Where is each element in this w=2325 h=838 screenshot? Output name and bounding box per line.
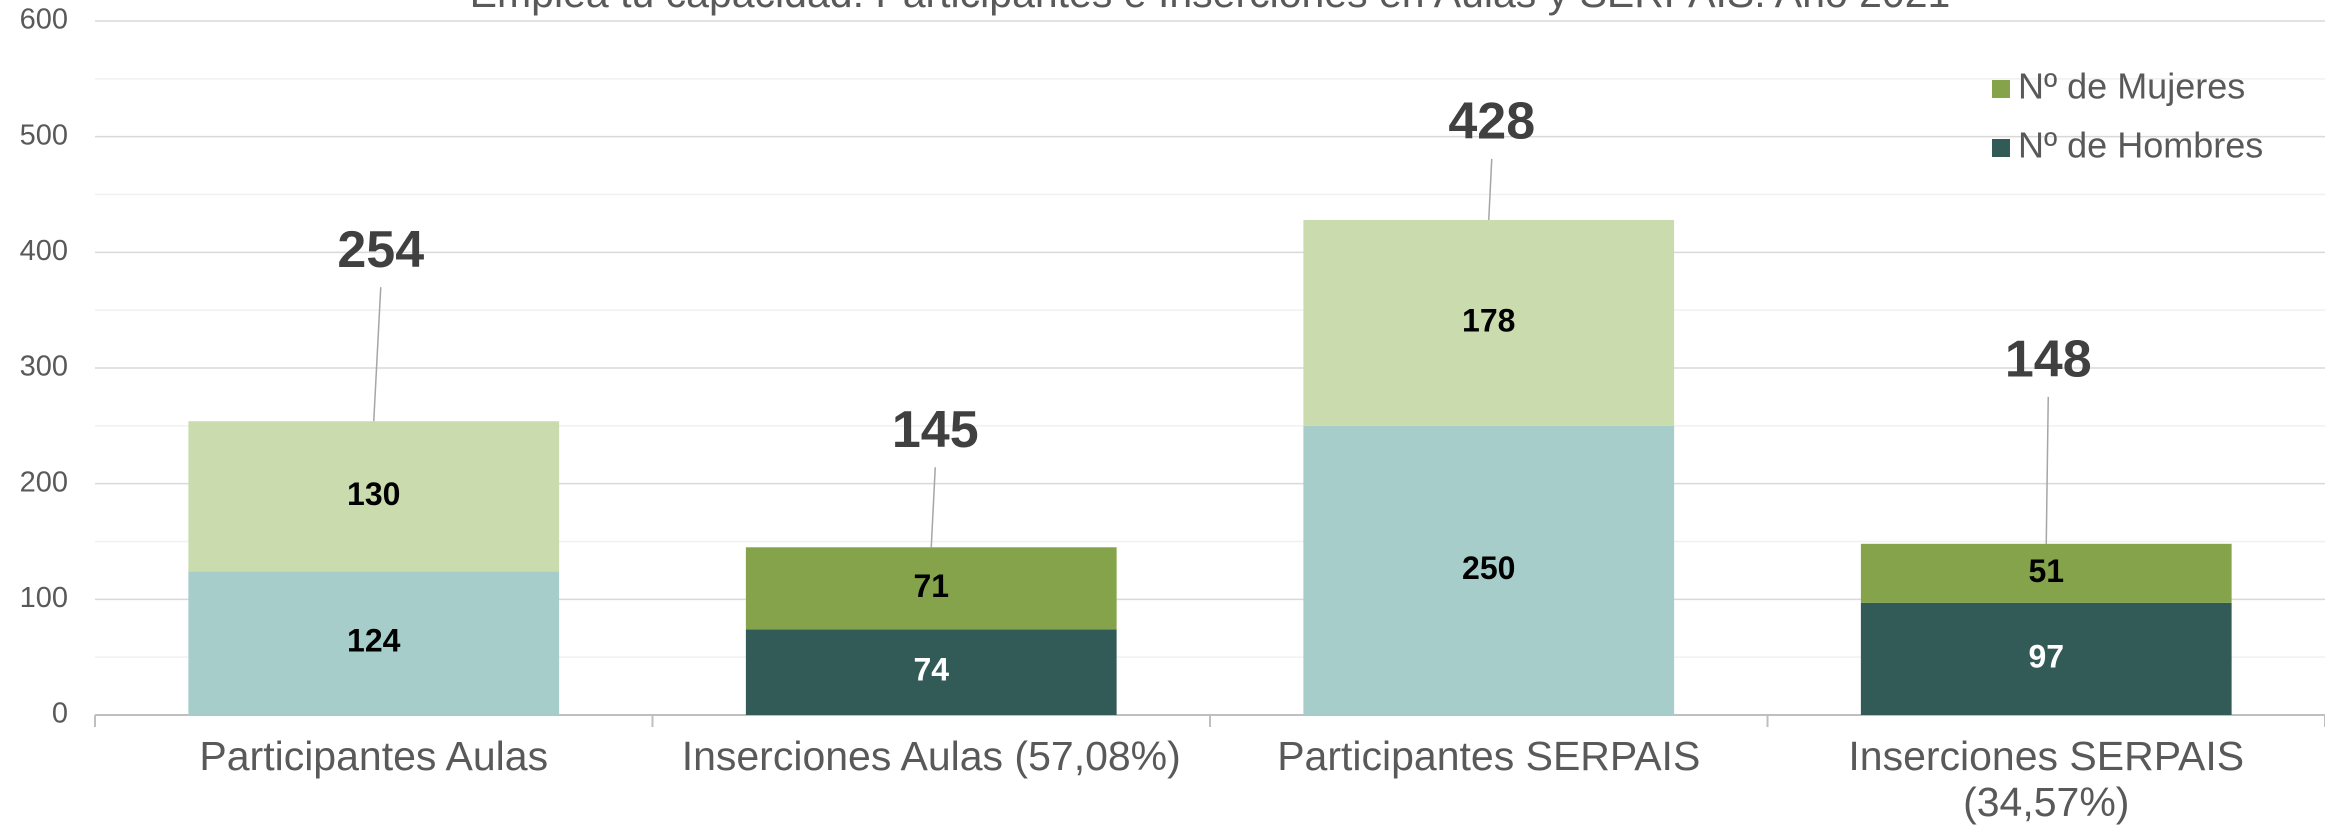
bar-segment bbox=[188, 571, 560, 715]
segment-label: 71 bbox=[913, 568, 949, 604]
y-tick-label: 200 bbox=[20, 466, 68, 498]
bar-segment bbox=[745, 629, 1117, 715]
bar-segment bbox=[1860, 602, 2232, 715]
bar-segment bbox=[1303, 219, 1675, 426]
segment-label: 124 bbox=[347, 623, 401, 659]
segment-label: 51 bbox=[2028, 553, 2064, 589]
legend-label: Nº de Hombres bbox=[2018, 125, 2263, 166]
total-label: 428 bbox=[1448, 93, 1535, 151]
segment-label: 130 bbox=[347, 476, 400, 512]
bar-segment bbox=[745, 547, 1117, 630]
total-label: 148 bbox=[2005, 331, 2092, 389]
total-label: 145 bbox=[892, 401, 979, 459]
leader-line bbox=[930, 467, 936, 548]
y-tick-label: 500 bbox=[20, 119, 68, 151]
leader-line bbox=[2045, 396, 2049, 544]
legend-swatch bbox=[1992, 80, 2010, 98]
legend-label: Nº de Mujeres bbox=[2018, 66, 2245, 107]
bar-segment bbox=[1860, 543, 2232, 603]
bar-segment bbox=[1303, 425, 1675, 715]
segment-label: 74 bbox=[913, 652, 949, 688]
legend-swatch bbox=[1992, 139, 2010, 157]
segment-label: 97 bbox=[2028, 638, 2064, 674]
y-tick-label: 600 bbox=[20, 4, 68, 36]
y-tick-label: 100 bbox=[20, 582, 68, 614]
x-tick-label: Participantes SERPAIS bbox=[1277, 733, 1701, 779]
total-label: 254 bbox=[337, 221, 424, 279]
bar-segment bbox=[188, 421, 560, 572]
x-tick-label: Participantes Aulas bbox=[199, 733, 549, 779]
leader-line bbox=[1488, 158, 1493, 220]
y-tick-label: 0 bbox=[52, 698, 68, 730]
x-tick-label: Inserciones SERPAIS (34,57%) bbox=[1848, 733, 2245, 825]
leader-line bbox=[373, 287, 382, 422]
x-tick-label: Inserciones Aulas (57,08%) bbox=[681, 733, 1181, 779]
y-tick-label: 300 bbox=[20, 351, 68, 383]
segment-label: 250 bbox=[1462, 550, 1515, 586]
chart-title: Emplea tu capacidad: Participantes e Ins… bbox=[470, 0, 1951, 16]
segment-label: 178 bbox=[1462, 302, 1515, 338]
y-tick-label: 400 bbox=[20, 235, 68, 267]
